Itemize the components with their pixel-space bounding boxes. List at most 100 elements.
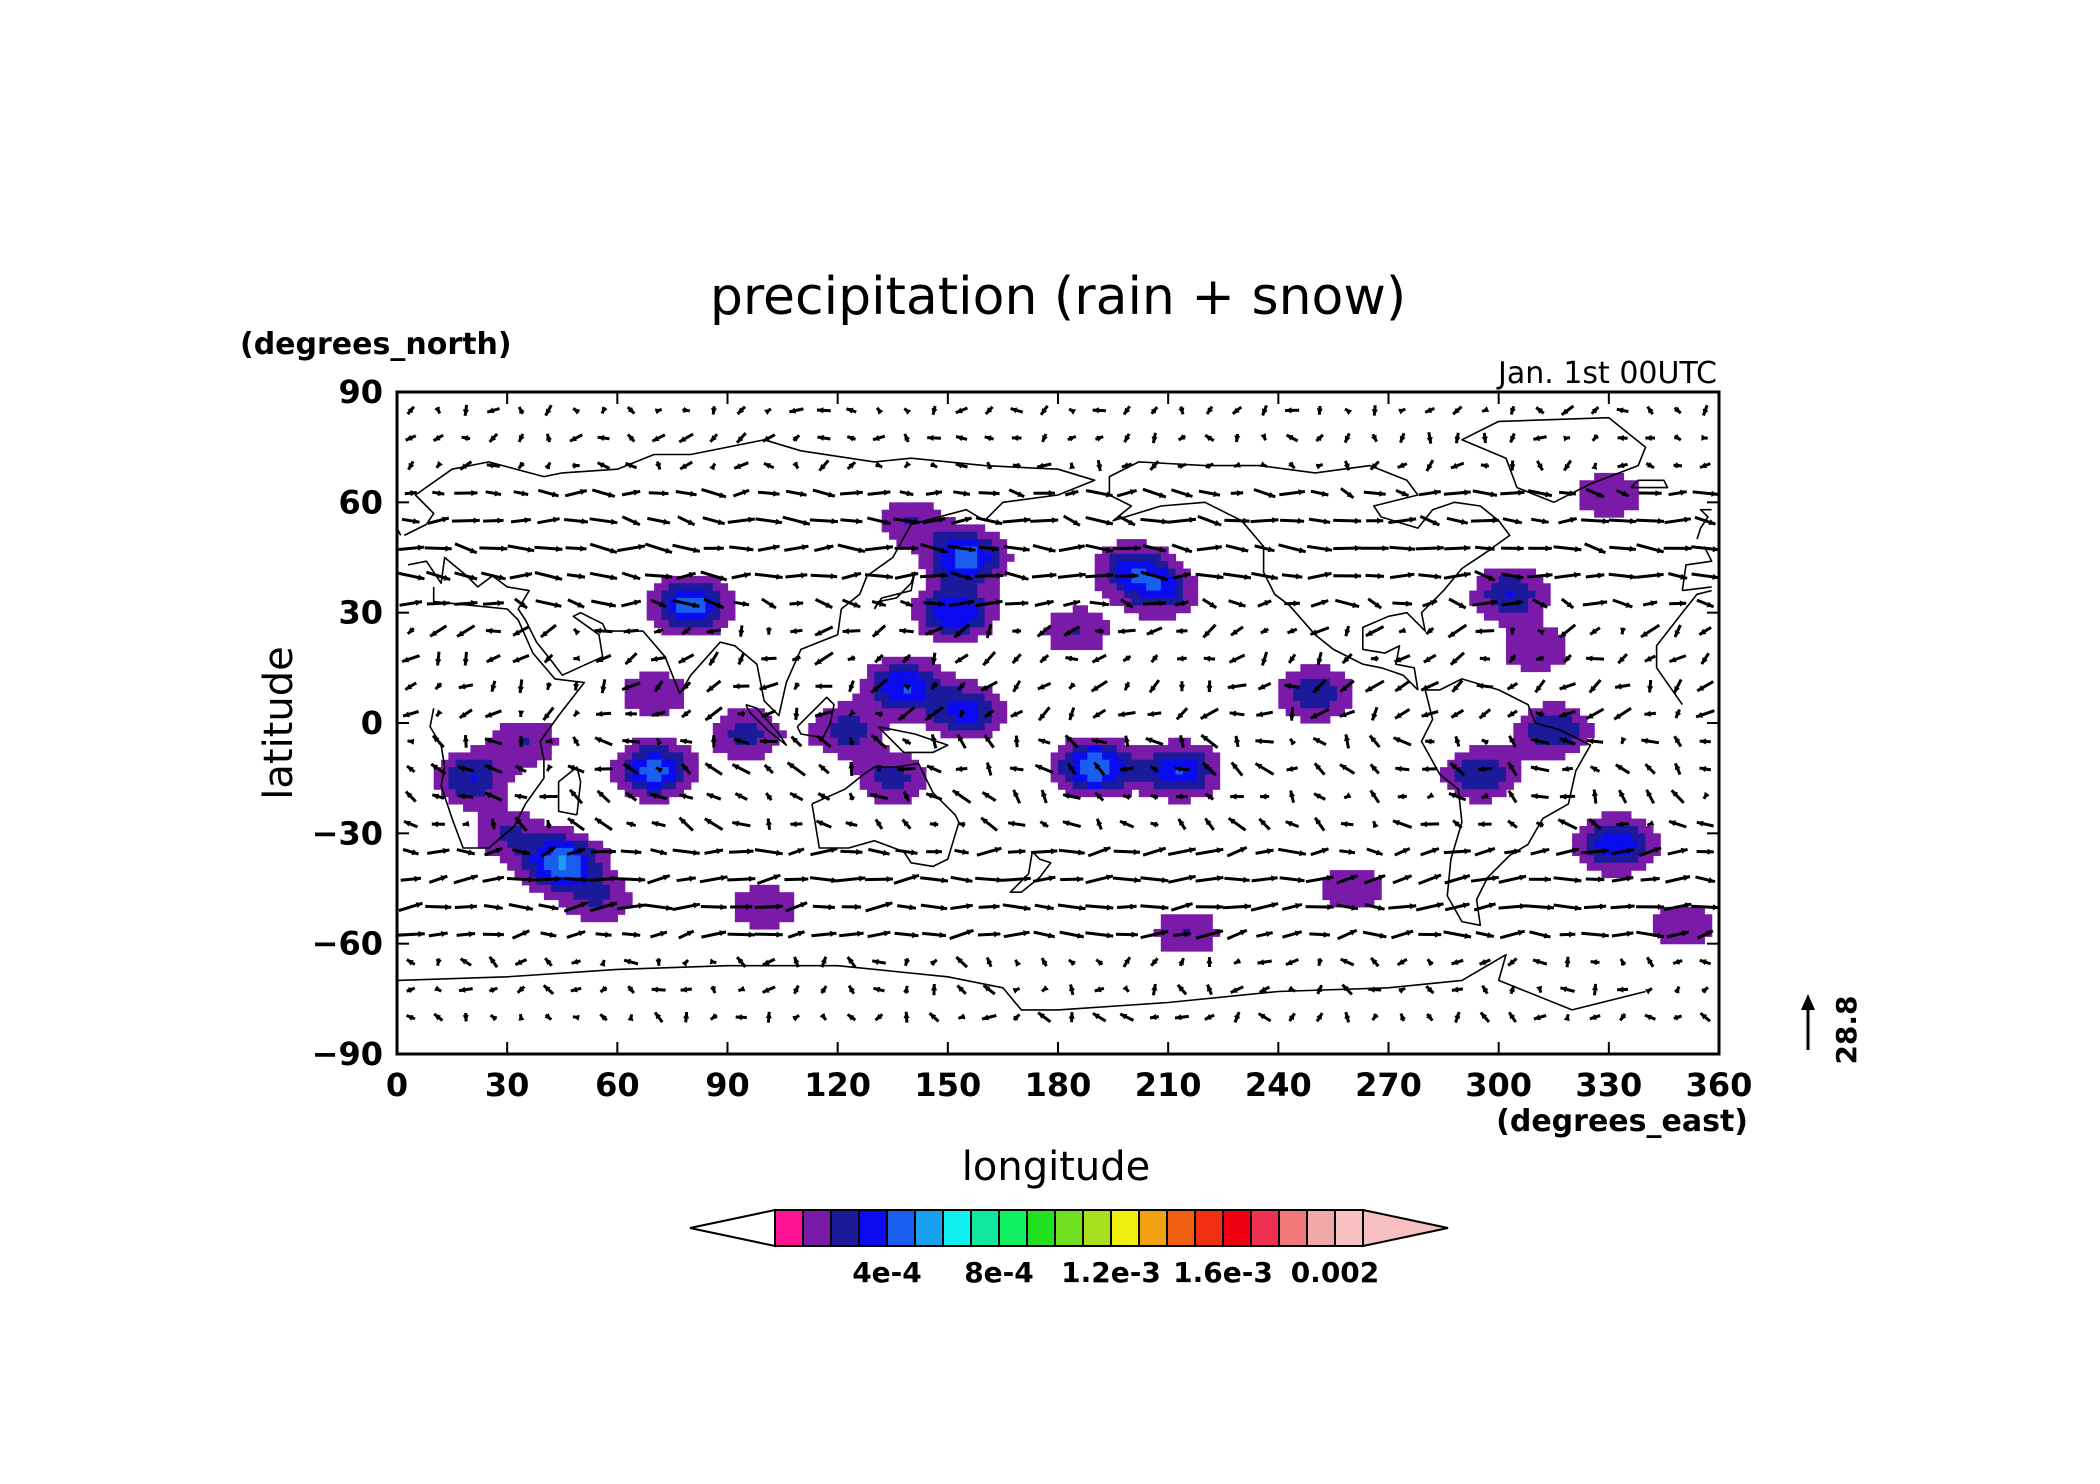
wind-vector-head	[830, 847, 838, 854]
precip-cell	[1087, 737, 1096, 746]
wind-vector-head	[1062, 820, 1070, 827]
precip-cell	[977, 553, 986, 562]
precip-cell	[977, 715, 986, 724]
precip-cell	[1204, 781, 1213, 790]
precip-cell	[1528, 620, 1536, 628]
colorbar-swatch	[914, 1209, 944, 1247]
precip-cell	[889, 509, 898, 518]
precip-cell	[1506, 605, 1514, 614]
precip-cell	[1168, 568, 1177, 577]
precip-cell	[925, 671, 934, 680]
precip-cell	[558, 855, 567, 864]
wind-vector-head	[490, 818, 497, 826]
wind-vector-head	[930, 734, 937, 742]
wind-vector-head	[1096, 435, 1104, 442]
precip-cell	[764, 723, 773, 731]
wind-vector-head	[1256, 711, 1264, 718]
precip-cell	[1285, 700, 1294, 709]
precip-cell	[852, 759, 861, 768]
wind-vector-head	[1129, 489, 1137, 495]
wind-vector-head	[688, 572, 696, 578]
precip-cell	[1476, 583, 1485, 592]
precip-cell	[1190, 914, 1199, 923]
precip-cell	[947, 524, 956, 533]
precip-cell	[602, 862, 611, 871]
precip-cell	[529, 870, 538, 879]
precip-cell	[1116, 583, 1125, 592]
precip-cell	[1160, 767, 1169, 776]
wind-vector-head	[1629, 518, 1637, 525]
wind-vector-head	[1008, 820, 1015, 827]
precip-cell	[1160, 759, 1169, 768]
precip-cell	[1557, 634, 1566, 643]
precip-cell	[1322, 715, 1331, 724]
wind-vector-head	[993, 490, 1000, 497]
wind-vector-head	[1427, 959, 1434, 967]
precip-cell	[639, 708, 648, 717]
precip-cell	[1175, 914, 1184, 923]
precip-cell	[1608, 494, 1617, 503]
wind-vector-head	[707, 685, 714, 692]
precip-cell	[977, 546, 986, 555]
colorbar-swatch	[1306, 1209, 1336, 1247]
precip-cell	[1080, 612, 1088, 621]
wind-vector-head	[1510, 435, 1516, 443]
wind-vector-head	[1673, 434, 1681, 440]
wind-vector-head	[734, 463, 742, 469]
precip-cell	[492, 803, 501, 812]
wind-vector-head	[1239, 929, 1247, 936]
wind-vector-head	[1533, 958, 1540, 965]
wind-vector-head	[1377, 573, 1384, 580]
precip-cell	[543, 723, 552, 731]
precip-cell	[1579, 494, 1588, 503]
precip-cell	[933, 723, 942, 731]
wind-vector-head	[719, 575, 727, 581]
wind-vector-head	[1564, 956, 1571, 964]
wind-vector-head	[1079, 904, 1086, 911]
precip-cell	[955, 634, 964, 643]
wind-vector-head	[930, 461, 938, 468]
precip-cell	[1601, 855, 1610, 864]
wind-vector-head	[435, 658, 442, 666]
wind-vector-head	[1372, 821, 1379, 829]
precip-cell	[565, 892, 574, 901]
precip-cell	[749, 715, 758, 724]
wind-vector-head	[1450, 658, 1458, 665]
precip-cell	[918, 693, 927, 702]
wind-vector-head	[761, 655, 768, 662]
x-axis-label: longitude	[962, 1144, 1150, 1190]
precip-cell	[984, 693, 993, 702]
precip-cell	[1146, 759, 1155, 768]
wind-vector-head	[952, 790, 960, 797]
wind-vector-head	[1204, 1014, 1212, 1020]
precip-cell	[477, 796, 486, 805]
wind-vector-head	[1183, 572, 1191, 579]
wind-vector-head	[498, 574, 506, 581]
precip-cell	[911, 656, 920, 665]
precip-cell	[1528, 568, 1536, 577]
precip-cell	[1058, 612, 1066, 621]
wind-vector-head	[1267, 546, 1275, 553]
x-tick-label: 150	[914, 1066, 981, 1104]
precip-cell	[852, 723, 861, 731]
wind-vector-head	[1214, 520, 1222, 526]
precip-cell	[499, 781, 508, 790]
precip-cell	[889, 789, 898, 798]
wind-vector-head	[1508, 820, 1515, 827]
wind-vector-head	[1629, 573, 1637, 580]
precip-cell	[1116, 752, 1125, 761]
precip-cell	[889, 656, 898, 665]
precip-cell	[668, 627, 677, 636]
wind-vector-head	[1464, 848, 1471, 855]
precip-cell	[852, 708, 861, 717]
wind-vector-head	[680, 463, 688, 469]
wind-vector-head	[1188, 847, 1196, 854]
precip-cell	[1689, 936, 1698, 945]
colorbar-label: 0.002	[1291, 1256, 1380, 1289]
wind-vector-head	[693, 849, 700, 856]
colorbar-swatch	[1054, 1209, 1084, 1247]
precip-cell	[896, 759, 905, 768]
wind-vector-head	[689, 875, 696, 882]
wind-vector-head	[681, 960, 688, 967]
wind-vector-head	[1369, 735, 1377, 743]
